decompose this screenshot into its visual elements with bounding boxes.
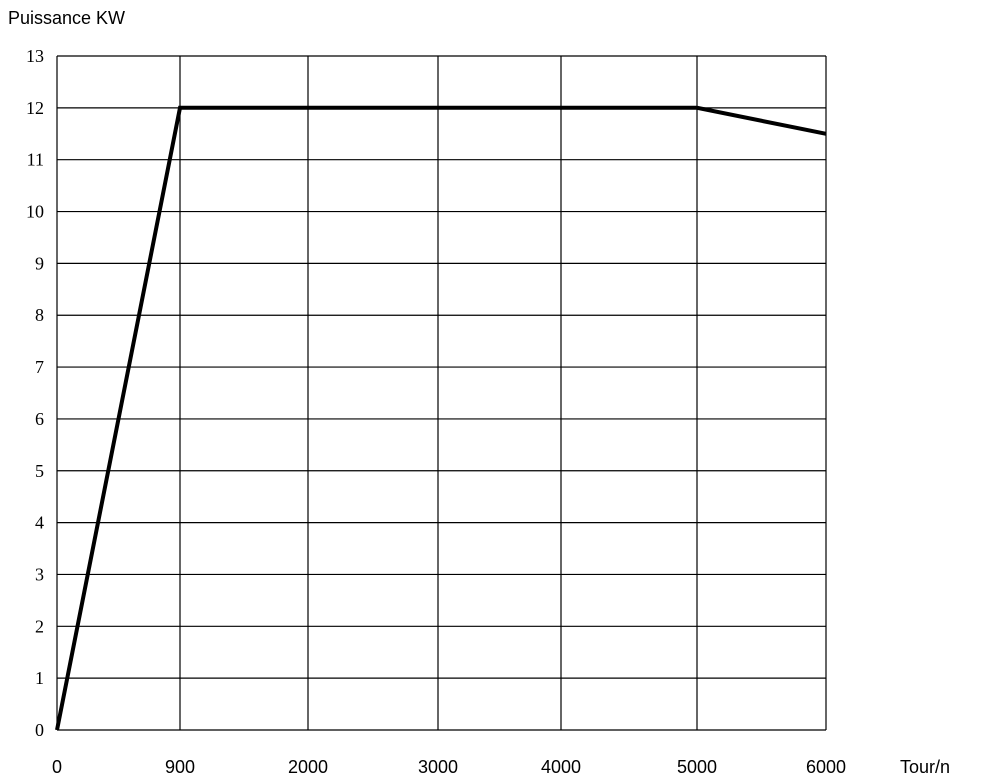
x-tick-label: 3000	[418, 757, 458, 777]
x-tick-label: 6000	[806, 757, 846, 777]
y-axis-label: Puissance KW	[8, 8, 125, 28]
y-tick-label: 2	[35, 616, 44, 636]
y-tick-label: 4	[35, 513, 44, 533]
y-tick-label: 11	[27, 150, 44, 170]
grid-layer	[56, 55, 827, 731]
y-tick-label: 5	[35, 461, 44, 481]
y-tick-label: 12	[26, 98, 44, 118]
x-tick-label: 5000	[677, 757, 717, 777]
x-tick-label: 0	[52, 757, 62, 777]
y-tick-label: 13	[26, 46, 44, 66]
y-tick-label: 7	[35, 357, 44, 377]
y-tick-label: 9	[35, 253, 44, 273]
x-axis-label: Tour/n	[900, 757, 950, 777]
y-tick-label: 8	[35, 305, 44, 325]
power-curve-line	[55, 105, 827, 731]
x-tick-label: 900	[165, 757, 195, 777]
y-tick-label: 1	[35, 668, 44, 688]
y-tick-label: 10	[26, 202, 44, 222]
y-tick-label: 3	[35, 564, 44, 584]
x-tick-label: 2000	[288, 757, 328, 777]
y-tick-label: 0	[35, 720, 44, 740]
y-tick-label: 6	[35, 409, 44, 429]
series-layer	[55, 105, 827, 731]
x-tick-label: 4000	[541, 757, 581, 777]
